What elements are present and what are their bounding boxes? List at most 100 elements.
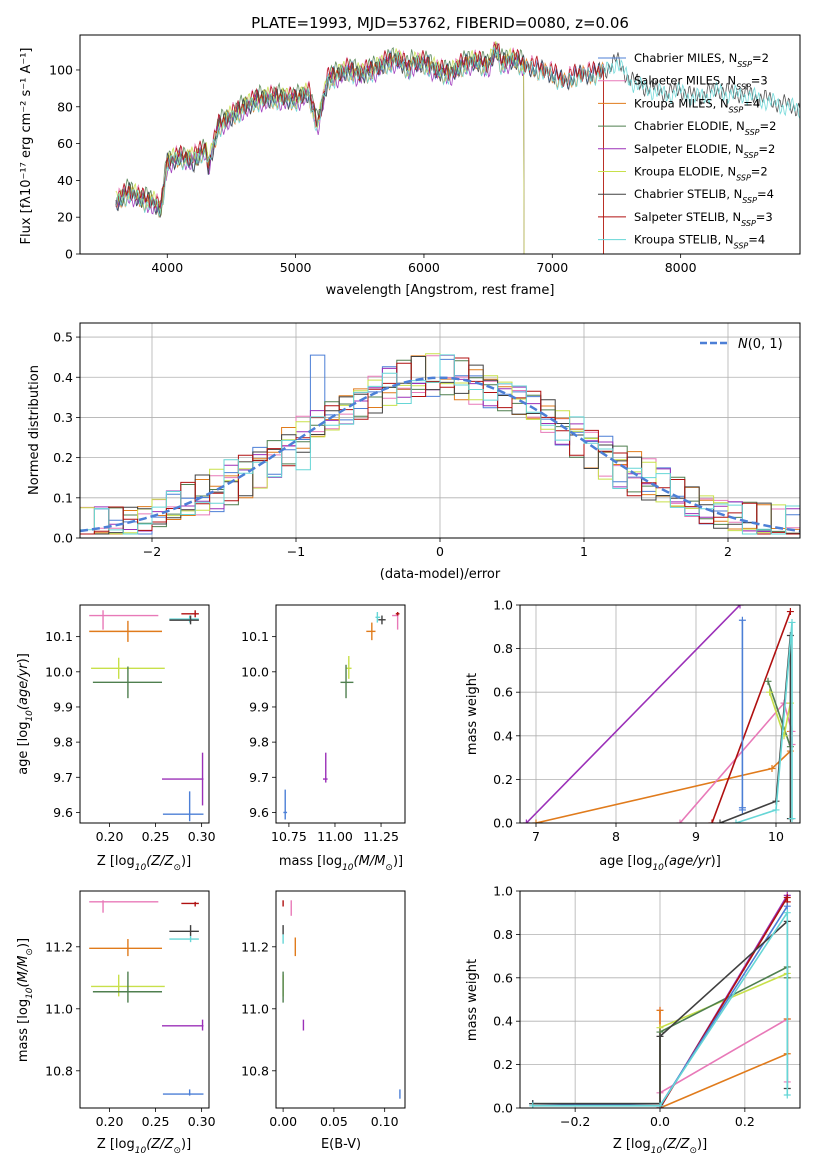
x-tick-label-2: 0.2 (735, 1114, 755, 1129)
legend-entry-post: =3 (751, 74, 768, 88)
chart-title: PLATE=1993, MJD=53762, FIBERID=0080, z=0… (251, 14, 629, 32)
y-axis-label: mass weight (465, 673, 480, 755)
weight-marker-1-1 (768, 765, 776, 772)
y-tick-label-0: 9.6 (249, 805, 269, 820)
x-axis-label-part-2: (Z/Z (146, 1137, 174, 1152)
y-tick-label-2: 11.2 (241, 939, 269, 954)
legend-entry-pre: Salpeter STELIB, N (634, 210, 741, 224)
x-tick-label-0: −2 (143, 544, 161, 559)
y-tick-label-2: 0.2 (53, 450, 73, 465)
y-axis-label-part-2: (age/yr (16, 662, 31, 710)
y-tick-label-5: 0.5 (53, 330, 73, 345)
x-axis-label-part-0: Z [log (613, 1137, 651, 1152)
weight-marker-8-2 (783, 909, 791, 917)
axes-frame-residuals (79, 322, 801, 539)
y-tick-label-1: 0.2 (493, 772, 513, 787)
legend-entry-post: =4 (748, 233, 765, 247)
legend-entry-post: =2 (760, 119, 777, 133)
x-tick-label-2: 0 (436, 544, 444, 559)
legend-entry-post: =4 (743, 96, 760, 110)
legend-entry-pre: Salpeter ELODIE, N (634, 142, 744, 156)
histogram-series-8 (80, 354, 800, 535)
legend-entry-pre: Kroupa STELIB, N (634, 233, 734, 247)
x-tick-label-1: 0.25 (142, 1114, 170, 1129)
legend-entry-pre: Chabrier STELIB, N (634, 187, 742, 201)
weight-marker-3-0 (708, 819, 716, 823)
weight-marker-8-1 (656, 1102, 664, 1108)
y-axis-label: mass [log10(M/M⊙)] (16, 938, 35, 1062)
x-tick-label-3: 1 (580, 544, 588, 559)
x-tick-label-1: 0.25 (142, 829, 170, 844)
legend-entry-post: =3 (756, 210, 773, 224)
x-axis-label-part-0: Z [log (97, 1137, 135, 1152)
x-axis-label: E(B-V) (321, 1137, 361, 1152)
panel-age_vs_Z: 0.20 0.25 0.30 9.6 9.7 9.8 9.9 10.0 10.1 (45, 604, 216, 844)
y-axis-label: age [log10(age/yr)] (16, 653, 35, 775)
weight-marker-2-0 (676, 819, 684, 823)
legend-entry-sub: SSP (734, 241, 749, 250)
weight-marker-8-1 (772, 806, 780, 814)
legend-entry-5: Kroupa ELODIE, NSSP=2 (634, 165, 768, 183)
legend-entry-post: =2 (758, 142, 775, 156)
panel-mass_vs_Z: 0.20 0.25 0.30 10.8 11.0 11.2 (45, 890, 216, 1129)
x-axis-label-part-2: (age/yr (664, 854, 712, 869)
weight-marker-0-1 (736, 605, 744, 609)
legend-entry-pre: Salpeter MILES, N (634, 74, 736, 88)
weight-series-7 (719, 635, 792, 823)
y-tick-label-0: 0 (65, 247, 73, 262)
weight-series-1 (659, 1010, 789, 1108)
x-axis-label: mass [log10(M/M⊙)] (279, 854, 403, 873)
y-tick-label-3: 0.6 (493, 970, 513, 985)
x-axis-label: age [log10(age/yr)] (599, 854, 721, 873)
x-tick-label-1: 11.00 (317, 829, 353, 844)
normal-reference-curve (80, 376, 800, 533)
plot-area-age_vs_mass (283, 612, 400, 820)
y-tick-label-4: 0.4 (53, 370, 73, 385)
y-tick-label-1: 11.0 (45, 1001, 73, 1016)
plot-area-spectrum (115, 41, 800, 254)
y-tick-label-5: 10.1 (45, 629, 73, 644)
weight-series-3 (711, 611, 792, 823)
weight-series-0 (525, 605, 741, 823)
x-axis-label: Z [log10(Z/Z⊙)] (97, 854, 191, 873)
x-tick-label-1: −1 (287, 544, 305, 559)
legend-entry-post: =2 (751, 165, 768, 179)
y-tick-label-1: 9.7 (249, 770, 269, 785)
x-tick-label-2: 11.25 (363, 829, 399, 844)
weight-marker-6-0 (766, 688, 774, 696)
x-tick-label-1: 5000 (280, 260, 312, 275)
legend-entry-8: Kroupa STELIB, NSSP=4 (634, 233, 765, 251)
y-tick-label-1: 20 (57, 210, 73, 225)
y-tick-label-2: 9.8 (249, 735, 269, 750)
legend-entry-0: Chabrier MILES, NSSP=2 (634, 51, 769, 69)
y-tick-label-2: 9.8 (53, 735, 73, 750)
plot-area-weight_vs_age (522, 605, 796, 823)
plot-area-mass_vs_Z (89, 900, 204, 1096)
weight-marker-7-0 (716, 819, 724, 823)
x-axis-label-part-4: )] (181, 1137, 191, 1152)
y-tick-label-1: 0.2 (493, 1057, 513, 1072)
legend-entry-sub: SSP (736, 82, 751, 91)
weight-marker-1-0 (532, 819, 540, 823)
weight-marker-4-1 (738, 616, 746, 624)
legend-entry-normal-part-0: N (738, 337, 748, 352)
y-axis-label: Normed distribution (27, 365, 42, 495)
y-tick-label-3: 0.3 (53, 410, 73, 425)
x-tick-label-0: 4000 (151, 260, 183, 275)
panel-weight_vs_age: 7 8 9 10 0.0 0.2 0.4 0.6 0.8 1.0 (493, 598, 801, 844)
x-axis-label-part-1: 10 (651, 1146, 663, 1156)
legend-entry-4: Salpeter ELODIE, NSSP=2 (634, 142, 775, 160)
legend-entry-sub: SSP (742, 196, 757, 205)
weight-marker-5-0 (764, 677, 772, 685)
y-tick-label-3: 60 (57, 136, 73, 151)
panel-weight_vs_Z: −0.2 0.0 0.2 0.0 0.2 0.4 0.6 0.8 1.0 (493, 884, 801, 1129)
x-axis-label: (data-model)/error (380, 567, 501, 582)
panel-residuals: −2 −1 0 1 2 0.0 0.1 0.2 0.3 0.4 0.5 (53, 322, 801, 559)
axes-frame-age_vs_mass (275, 604, 406, 824)
y-tick-label-4: 10.0 (45, 664, 73, 679)
weight-series-8 (735, 622, 793, 823)
x-tick-label-0: 0.00 (269, 1114, 297, 1129)
y-tick-label-2: 11.2 (45, 939, 73, 954)
